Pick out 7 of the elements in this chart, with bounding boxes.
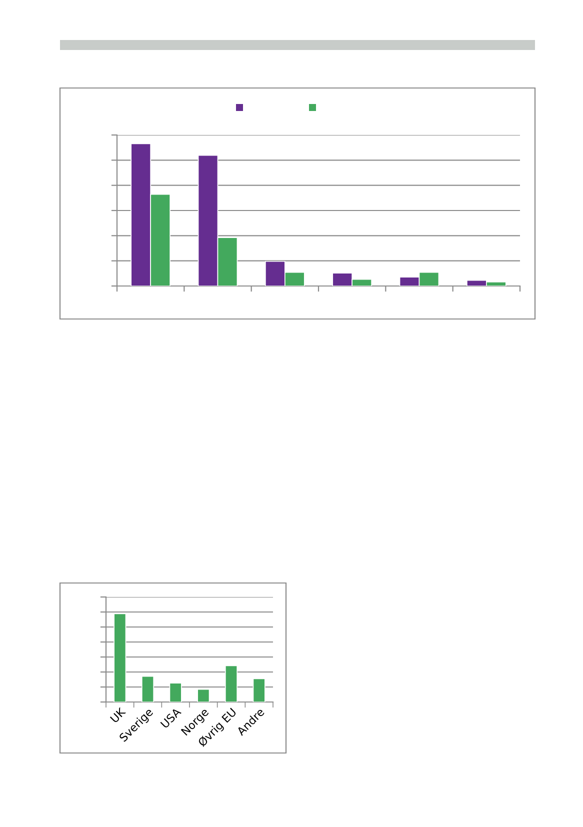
bar [141, 676, 154, 702]
x-tick-label: USA [160, 707, 182, 729]
bar [169, 682, 182, 702]
bar [224, 665, 238, 702]
bar [114, 613, 126, 702]
bar [197, 688, 210, 702]
bar [252, 678, 266, 702]
